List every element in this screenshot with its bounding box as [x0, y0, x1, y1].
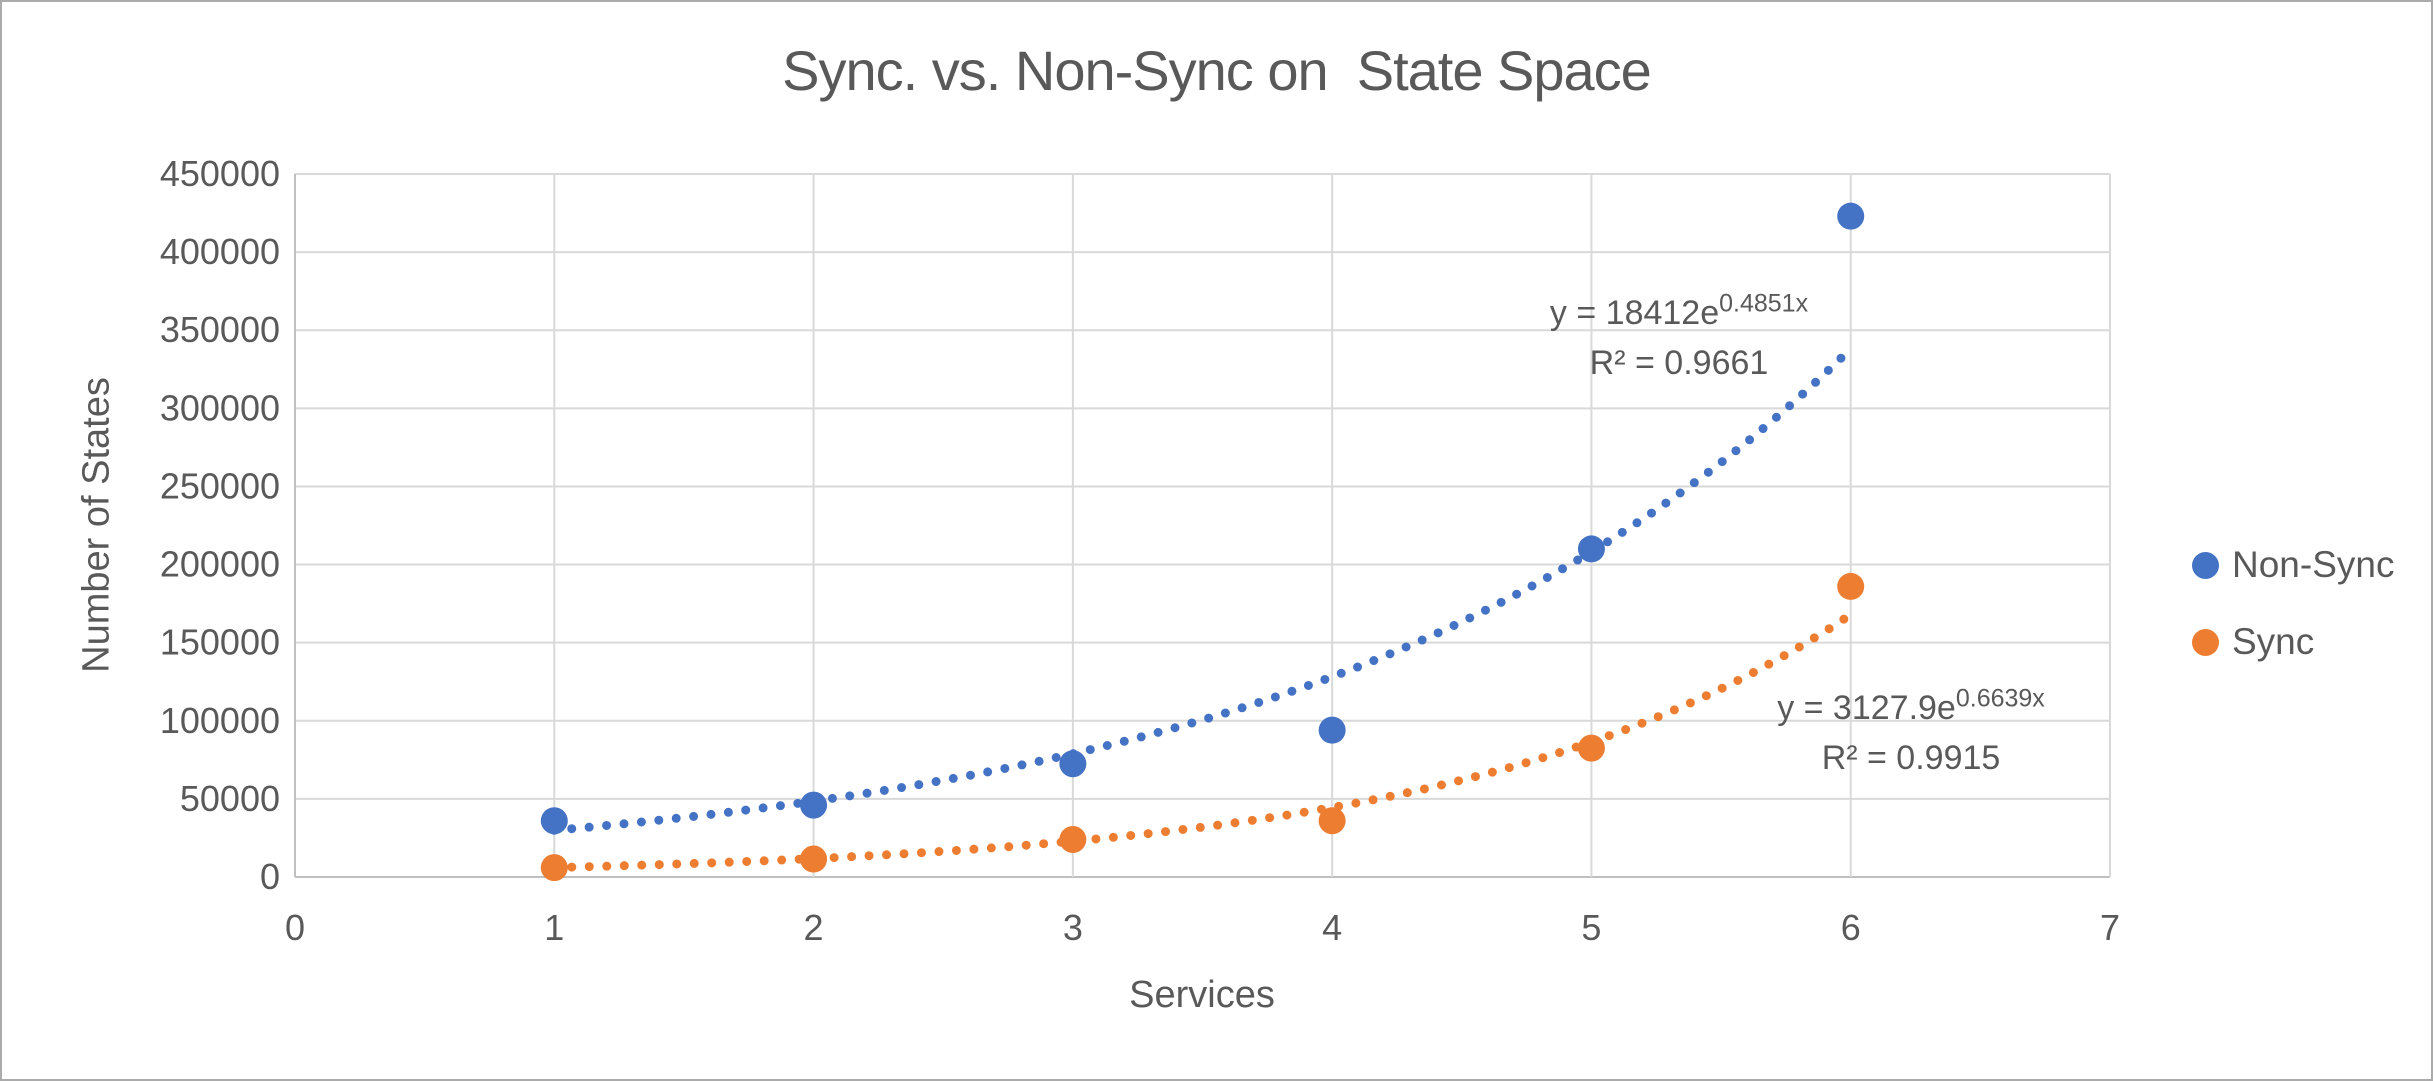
- equation-line: y = 18412e0.4851x: [1549, 289, 1809, 332]
- non-sync-data-point: [1318, 716, 1346, 744]
- y-tick-label: 250000: [160, 465, 280, 506]
- sync-data-point: [540, 854, 568, 882]
- x-tick-label: 0: [285, 907, 305, 948]
- y-tick-label: 150000: [160, 622, 280, 663]
- r-squared-line: R² = 0.9661: [1589, 344, 1769, 382]
- x-tick-label: 5: [1581, 907, 1601, 948]
- x-tick-label: 2: [804, 907, 824, 948]
- non-sync-data-point: [1837, 202, 1865, 230]
- equation-line: y = 3127.9e0.6639x: [1777, 684, 2045, 727]
- non-sync-data-point: [1059, 750, 1087, 778]
- x-tick-label: 3: [1063, 907, 1083, 948]
- y-tick-label: 200000: [160, 544, 280, 585]
- y-tick-label: 100000: [160, 700, 280, 741]
- y-tick-label: 400000: [160, 231, 280, 272]
- y-tick-label: 0: [260, 856, 280, 897]
- x-tick-label: 1: [544, 907, 564, 948]
- non-sync-trendline: [549, 344, 1856, 835]
- y-axis-title: Number of States: [75, 377, 118, 673]
- sync-trendline-equation: y = 3127.9e0.6639x R² = 0.9915: [1777, 683, 2045, 783]
- y-tick-label: 300000: [160, 387, 280, 428]
- x-tick-label: 6: [1841, 907, 1861, 948]
- sync-data-point: [1059, 826, 1087, 854]
- y-tick-label: 450000: [160, 153, 280, 194]
- non-sync-data-point: [800, 791, 828, 819]
- non-sync-data-point: [540, 807, 568, 835]
- x-tick-label: 4: [1322, 907, 1342, 948]
- y-tick-label: 350000: [160, 309, 280, 350]
- legend-marker-icon: [2192, 628, 2219, 656]
- non-sync-data-point: [1577, 535, 1605, 563]
- x-tick-label: 7: [2100, 907, 2120, 948]
- legend-label: Sync: [2232, 621, 2315, 662]
- sync-data-point: [1318, 807, 1346, 835]
- r-squared-line: R² = 0.9915: [1821, 739, 2001, 777]
- non-sync-trendline-equation: y = 18412e0.4851x R² = 0.9661: [1550, 288, 1808, 388]
- legend-item-sync: Sync: [2192, 620, 2314, 664]
- x-axis-title: Services: [1129, 974, 1275, 1016]
- sync-data-point: [800, 845, 828, 873]
- sync-data-point: [1837, 572, 1865, 600]
- y-tick-label: 50000: [180, 778, 280, 819]
- sync-trendline: [549, 610, 1856, 872]
- legend-item-non-sync: Non-Sync: [2192, 543, 2394, 587]
- legend-label: Non-Sync: [2232, 544, 2395, 585]
- sync-data-point: [1577, 734, 1605, 762]
- legend-marker-icon: [2192, 551, 2219, 579]
- chart-title: Sync. vs. Non-Sync on State Space: [782, 39, 1652, 102]
